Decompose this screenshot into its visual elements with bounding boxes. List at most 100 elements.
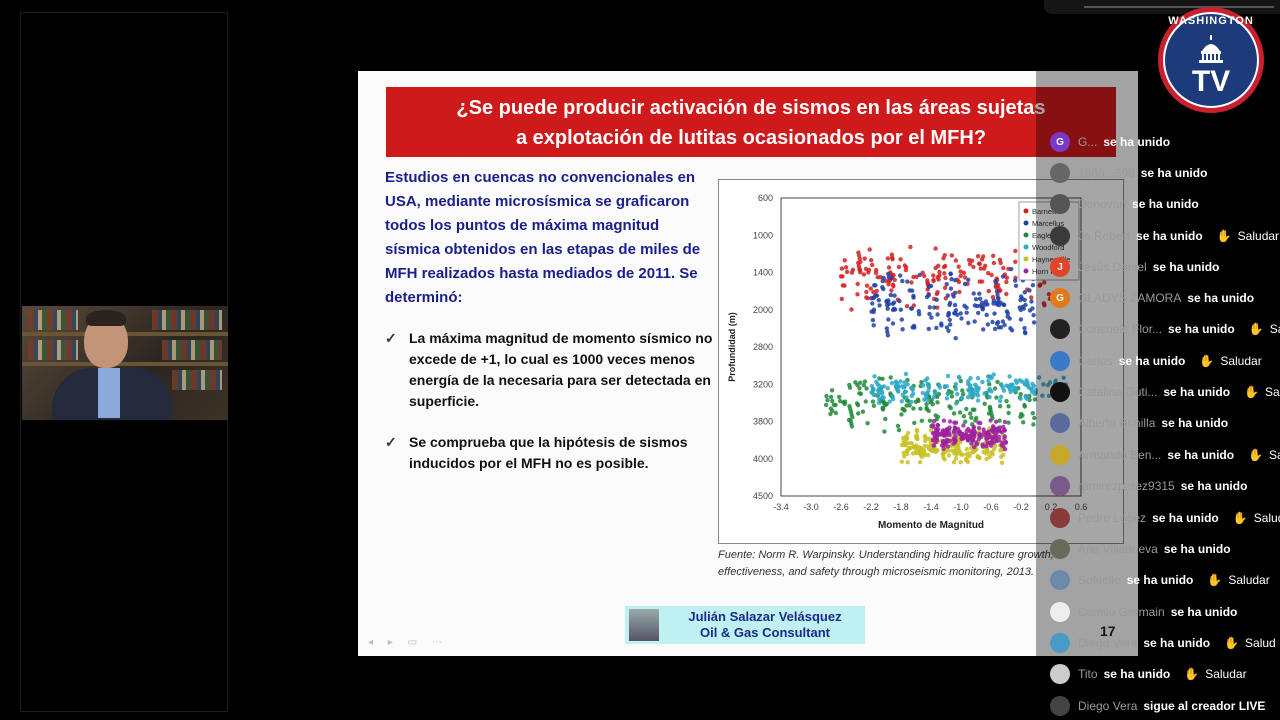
data-point [991, 253, 996, 258]
chat-username[interactable]: Alberto Bonilla [1078, 416, 1156, 430]
chat-username[interactable]: Armando Ben... [1078, 448, 1162, 462]
data-point [838, 398, 843, 404]
avatar[interactable] [1050, 633, 1070, 653]
data-point [958, 460, 963, 465]
greet-button[interactable]: ✋ Saludar [1184, 667, 1246, 681]
avatar[interactable] [1050, 539, 1070, 559]
data-point [1032, 415, 1037, 421]
chat-username[interactable]: Diego Vera [1078, 699, 1138, 713]
data-point [903, 371, 909, 377]
avatar[interactable] [1050, 413, 1070, 433]
chat-action-text: se ha unido [1168, 322, 1235, 336]
greet-button[interactable]: ✋ Saludar [1199, 354, 1261, 368]
data-point [920, 390, 925, 396]
slide-controls[interactable]: ◂ ▸ ▭ ⋯ [368, 637, 448, 648]
data-point [970, 438, 975, 443]
chat-username[interactable]: Catalina Guti... [1078, 385, 1158, 399]
greet-button[interactable]: ✋ Salud [1233, 511, 1280, 525]
data-point [936, 427, 941, 432]
logo-line1: WASHINGTON [1168, 15, 1254, 27]
avatar[interactable] [1050, 351, 1070, 371]
data-point [862, 256, 867, 261]
avatar[interactable] [1050, 696, 1070, 716]
data-point [951, 460, 957, 465]
chat-username[interactable]: Donovan [1078, 197, 1127, 211]
chat-username[interactable]: G... [1078, 135, 1098, 149]
data-point [892, 293, 897, 298]
data-point [915, 429, 920, 434]
chat-username[interactable]: Carlos [1078, 354, 1113, 368]
chat-action-text: se ha unido [1152, 511, 1219, 525]
data-point [904, 403, 909, 408]
data-point [904, 304, 910, 309]
chat-username[interactable]: Pedro Lopez [1078, 511, 1147, 525]
data-point [943, 275, 948, 281]
chat-username[interactable]: Sofitelle [1078, 573, 1121, 587]
data-point [947, 438, 953, 443]
avatar[interactable]: G [1050, 288, 1070, 308]
chat-row: Diego Vera sigue al creador LIVE [1050, 692, 1265, 720]
chat-row: Jo Robert se ha unido ✋ Saludar [1050, 222, 1279, 250]
data-point [985, 322, 991, 327]
chat-username[interactable]: Ana Villanueva [1078, 542, 1158, 556]
data-point [990, 319, 995, 325]
greet-button[interactable]: ✋ Saludar [1207, 573, 1269, 587]
data-point [942, 457, 947, 462]
avatar[interactable] [1050, 570, 1070, 590]
avatar[interactable] [1050, 476, 1070, 496]
avatar[interactable] [1050, 163, 1070, 183]
data-point [986, 388, 992, 393]
data-point [997, 398, 1003, 404]
data-point [872, 374, 877, 379]
chat-username[interactable]: Tito [1078, 667, 1098, 681]
greet-button[interactable]: ✋ Salud [1224, 636, 1276, 650]
data-point [934, 437, 940, 443]
data-point [903, 443, 908, 448]
data-point [901, 450, 906, 456]
data-point [966, 277, 971, 282]
data-point [993, 434, 998, 439]
chat-username[interactable]: GLADYS ZAMORA [1078, 291, 1182, 305]
data-point [919, 454, 924, 460]
chat-row: G G... se ha unido [1050, 128, 1170, 156]
chat-username[interactable]: Diego Vera [1078, 636, 1138, 650]
data-point [1008, 382, 1014, 387]
greet-button[interactable]: ✋ Sal [1248, 448, 1280, 462]
greet-button[interactable]: ✋ Sal [1244, 385, 1280, 399]
data-point [958, 273, 963, 279]
data-point [982, 432, 987, 438]
avatar[interactable] [1050, 664, 1070, 684]
greet-button[interactable]: ✋ Sal [1249, 322, 1280, 336]
avatar[interactable]: J [1050, 257, 1070, 277]
chat-username[interactable]: ramirezperez9315 [1078, 479, 1175, 493]
data-point [871, 323, 876, 328]
chat-username[interactable]: Camilo Germain [1078, 605, 1165, 619]
data-point [925, 381, 930, 387]
data-point [888, 375, 893, 380]
avatar[interactable]: G [1050, 132, 1070, 152]
chat-username[interactable]: Jo Robert [1078, 229, 1131, 243]
data-point [946, 313, 951, 318]
data-point [955, 312, 960, 317]
avatar[interactable] [1050, 226, 1070, 246]
data-point [824, 393, 829, 399]
avatar[interactable] [1050, 382, 1070, 402]
chat-username[interactable]: 1986...398 [1078, 166, 1135, 180]
presenter-name-block: Julián Salazar Velásquez Oil & Gas Consu… [665, 609, 865, 641]
data-point [950, 448, 955, 453]
avatar[interactable] [1050, 319, 1070, 339]
avatar[interactable] [1050, 508, 1070, 528]
chat-username[interactable]: Jesús Daniel [1078, 260, 1147, 274]
data-point [909, 306, 914, 311]
data-point [1030, 381, 1035, 387]
avatar[interactable] [1050, 602, 1070, 622]
data-point [911, 406, 916, 411]
chat-username[interactable]: Consuelo Flor... [1078, 322, 1163, 336]
data-point [906, 430, 911, 436]
greet-button[interactable]: ✋ Saludar [1217, 229, 1279, 243]
avatar[interactable] [1050, 445, 1070, 465]
avatar[interactable] [1050, 194, 1070, 214]
legend-marker [1023, 268, 1029, 274]
logo-line2: TV [1191, 65, 1231, 98]
data-point [915, 450, 920, 455]
